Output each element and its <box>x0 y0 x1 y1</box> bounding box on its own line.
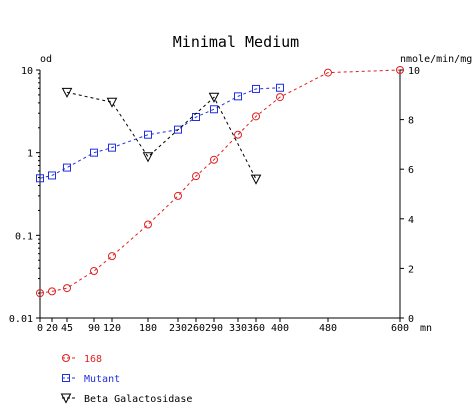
y-left-tick-label: 1 <box>27 149 33 160</box>
data-point-circle <box>174 191 182 200</box>
data-point-circle <box>36 289 44 298</box>
data-point-circle <box>48 287 56 296</box>
y-left-tick-label: 0.01 <box>9 314 33 325</box>
legend-entry: 168 <box>62 354 102 365</box>
x-tick-label: 230 <box>169 323 187 334</box>
data-point-circle <box>144 220 152 229</box>
x-tick-label: 90 <box>88 323 100 334</box>
x-tick-label: 290 <box>205 323 223 334</box>
data-point-square <box>144 130 152 139</box>
y-right-tick-label: 0 <box>408 314 414 325</box>
y-left-tick-label: 10 <box>21 66 33 77</box>
data-point-square <box>36 174 44 183</box>
legend-marker-triangle <box>60 393 72 404</box>
x-tick-label: 480 <box>319 323 337 334</box>
y-right-tick-label: 8 <box>408 116 414 127</box>
y-right-tick-label: 10 <box>408 66 420 77</box>
data-point-square <box>234 92 242 101</box>
series-line <box>39 69 401 294</box>
data-point-square <box>252 84 260 93</box>
legend-entry: Mutant <box>62 374 120 385</box>
axes-layer: 0 20 45 90 120 180 230 260 290 330 360 400 480 6000.0… <box>9 66 420 334</box>
legend-label: Beta Galactosidase <box>84 394 192 405</box>
x-tick-label: 330 <box>229 323 247 334</box>
legend-label: 168 <box>84 354 102 365</box>
x-tick-label: 180 <box>139 323 157 334</box>
series-group <box>36 83 284 183</box>
data-point-circle <box>234 130 242 139</box>
x-tick-label: 360 <box>247 323 265 334</box>
data-point-circle <box>324 68 332 77</box>
data-point-square <box>108 143 116 152</box>
data-point-circle <box>90 267 98 276</box>
data-point-circle <box>63 284 71 293</box>
data-point-circle <box>108 252 116 261</box>
left-axis-label: od <box>40 54 52 65</box>
x-tick-label: 400 <box>271 323 289 334</box>
data-point-square <box>63 163 71 172</box>
x-axis-unit: mn <box>420 323 432 334</box>
data-point-square <box>48 171 56 180</box>
series-layer <box>36 66 404 298</box>
data-point-triangle <box>61 87 73 98</box>
x-tick-label: 600 <box>391 323 409 334</box>
data-point-square <box>174 125 182 134</box>
legend-entry: Beta Galactosidase <box>60 393 192 405</box>
y-right-tick-label: 4 <box>408 215 414 226</box>
data-point-circle <box>276 93 284 102</box>
data-point-circle <box>252 112 260 121</box>
y-right-tick-label: 2 <box>408 264 414 275</box>
x-tick-label: 20 <box>46 323 58 334</box>
data-point-circle <box>210 155 218 164</box>
data-point-circle <box>192 172 200 181</box>
x-tick-label: 0 <box>37 323 43 334</box>
legend-marker-square <box>62 374 70 382</box>
series-group <box>61 87 262 185</box>
data-point-square <box>210 105 218 114</box>
x-tick-label: 120 <box>103 323 121 334</box>
series-group <box>36 66 404 298</box>
legend-label: Mutant <box>84 374 120 385</box>
legend: 168 Mutant Beta Galactosidase <box>60 354 192 405</box>
series-line <box>66 91 257 180</box>
data-point-triangle <box>208 92 220 103</box>
x-tick-label: 45 <box>61 323 73 334</box>
right-axis-label: nmole/min/mg <box>400 54 472 65</box>
series-line <box>39 87 281 179</box>
data-point-triangle <box>142 152 154 163</box>
x-tick-label: 260 <box>187 323 205 334</box>
y-right-tick-label: 6 <box>408 165 414 176</box>
data-point-triangle <box>250 174 262 185</box>
data-point-circle <box>396 66 404 74</box>
legend-marker-circle <box>62 354 70 362</box>
data-point-square <box>276 83 284 92</box>
data-point-square <box>90 148 98 157</box>
data-point-triangle <box>106 97 118 108</box>
chart-title: Minimal Medium <box>173 33 299 51</box>
y-left-tick-label: 0.1 <box>15 231 33 242</box>
